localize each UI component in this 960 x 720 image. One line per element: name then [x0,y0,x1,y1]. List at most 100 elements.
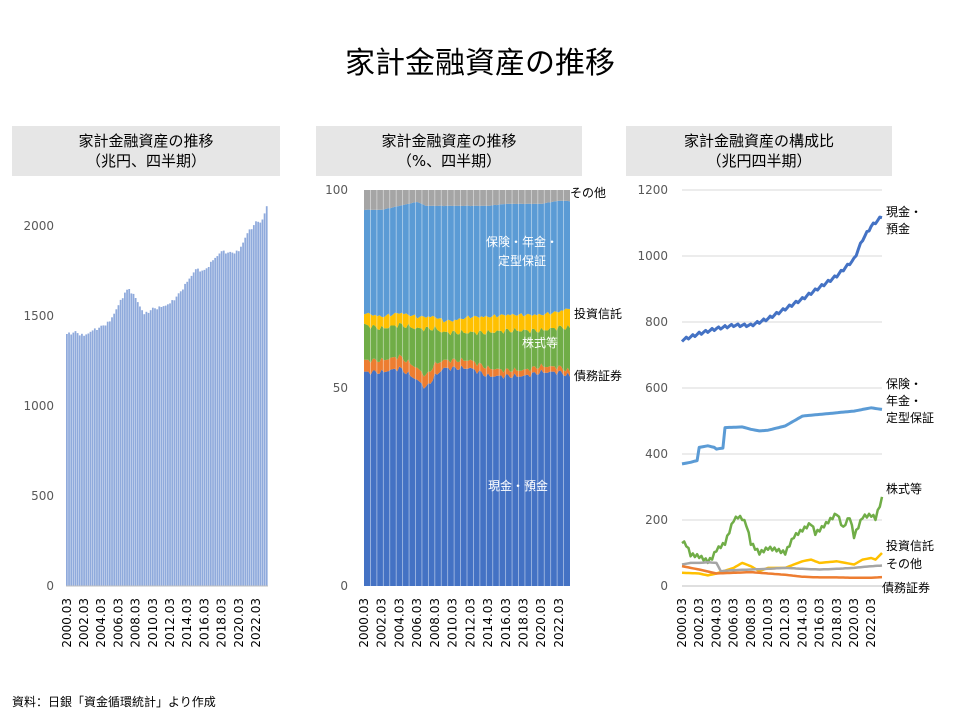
chart1-title-line1: 家計金融資産の推移 [78,132,214,150]
chart3-line-1 [681,406,883,466]
chart3-ytick-0: 0 [660,579,668,593]
chart3-label-3-0: 投資信託 [886,538,934,553]
chart3-ytick-6: 1200 [637,183,668,197]
chart1-xtick-11: 2022.03 [249,598,263,648]
chart1-bar-20 [108,321,111,586]
chart1-bar-87 [252,225,255,586]
chart3-xtick-8: 2016.03 [813,598,827,648]
chart1-bar-27 [124,292,126,586]
chart3-xtick-11: 2022.03 [864,598,878,648]
chart1-bar-69 [214,257,217,586]
chart2-label-4-a: 保険・年金・ [486,234,558,249]
chart2-label-2: 株式等 [522,335,558,350]
chart1-bar-29 [128,289,131,586]
chart2-label-1: 債務証券 [574,368,622,383]
chart3-xtick-2: 2004.03 [709,598,723,648]
chart1-xtick-6: 2012.03 [163,598,177,648]
chart1-bar-71 [218,253,221,586]
chart1-bar-8 [83,335,85,586]
chart1-bar-38 [147,312,150,586]
chart1-bar-39 [149,310,152,586]
chart1-bar-13 [93,328,96,586]
chart1-xtick-10: 2020.03 [232,598,246,648]
chart3-line-2 [681,496,884,565]
chart1-bar-15 [98,327,100,586]
chart1-bar-73 [222,250,225,586]
chart2-label-0: 現金・預金 [488,478,548,493]
chart1-xtick-1: 2002.03 [77,598,91,648]
chart1-bar-42 [156,309,159,586]
chart1-bar-17 [102,325,105,586]
chart3-xtick-6: 2012.03 [778,598,792,648]
chart1-bar-47 [167,304,169,586]
chart3-xtick-1: 2002.03 [692,598,706,648]
chart1-bar-64 [203,269,206,586]
chart1-ytick-3: 1500 [23,309,54,323]
chart1-bar-0 [66,334,68,586]
chart2-xtick-7: 2014.03 [481,598,495,648]
chart1-bar-60 [194,269,197,586]
chart1-bar-92 [263,213,266,586]
chart1-bar-67 [209,261,212,586]
chart1-bar-12 [91,330,94,586]
chart1-bar-32 [134,298,137,586]
chart1-ytick-2: 1000 [23,399,54,413]
chart1-bar-76 [229,251,232,586]
chart3-line-5 [681,564,883,580]
chart1-bar-48 [169,303,171,586]
chart1-bar-78 [233,253,236,586]
chart1-bar-6 [78,335,81,586]
chart1-bar-66 [207,267,210,586]
chart1-bar-23 [115,309,118,587]
chart1-bar-54 [182,289,184,586]
chart1-bar-3 [72,332,75,586]
chart3-ytick-1: 200 [645,513,668,527]
chart1-title-line2: （兆円、四半期） [85,152,206,170]
chart2-title-line2: （%、四半期） [396,152,502,170]
chart3-label-0-0: 現金・ [886,204,922,219]
chart1-bar-83 [244,237,247,586]
chart2-label-5: その他 [570,186,606,200]
chart3-ytick-4: 800 [645,315,668,329]
chart3-xtick-3: 2006.03 [727,598,741,648]
chart1-bar-10 [87,333,90,586]
chart1-bar-5 [76,333,79,586]
chart3-xtick-10: 2020.03 [847,598,861,648]
chart1-bar-59 [192,272,195,586]
chart1-bar-7 [81,333,83,586]
chart3-label-0-1: 預金 [886,221,910,236]
chart3-line-4 [681,560,883,573]
chart3-ytick-5: 1000 [637,249,668,263]
chart1-bar-1 [68,332,70,586]
source-note: 資料：日銀「資金循環統計」より作成 [12,695,216,709]
chart1-bar-21 [111,317,113,586]
chart1-ytick-1: 500 [31,489,54,503]
chart1-bar-72 [220,251,223,586]
chart1-bar-93 [265,206,268,586]
chart1-bar-89 [257,221,260,587]
chart1-bar-79 [235,250,238,586]
chart1-bar-81 [240,246,242,586]
chart3-xtick-5: 2010.03 [761,598,775,648]
chart1-bar-80 [237,251,240,586]
chart1-bar-62 [199,271,201,586]
chart1-bar-84 [246,233,249,586]
chart1-bar-33 [136,302,139,586]
chart2-ytick-2: 100 [325,183,348,197]
chart2-title: 家計金融資産の推移 （%、四半期） [316,126,582,176]
chart1-xtick-8: 2016.03 [197,598,211,648]
chart2-ytick-1: 50 [333,381,348,395]
chart1-bar-88 [255,221,257,587]
chart1-bar-50 [173,300,176,586]
chart3-title-line1: 家計金融資産の構成比 [683,132,834,150]
page-title: 家計金融資産の推移 [345,46,615,81]
chart3-xtick-9: 2018.03 [830,598,844,648]
chart1-xtick-3: 2006.03 [111,598,125,648]
chart1-bar-77 [231,252,234,586]
chart2-xtick-3: 2006.03 [410,598,424,648]
chart1-bar-90 [259,222,262,586]
chart2-xtick-6: 2012.03 [463,598,477,648]
chart3-xtick-4: 2008.03 [744,598,758,648]
chart3-ytick-2: 400 [645,447,668,461]
chart1-bar-36 [143,314,146,586]
